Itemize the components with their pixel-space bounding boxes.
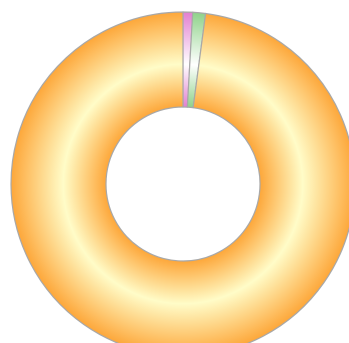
donut-slices xyxy=(10,11,349,343)
donut-slice-3 xyxy=(10,11,349,343)
